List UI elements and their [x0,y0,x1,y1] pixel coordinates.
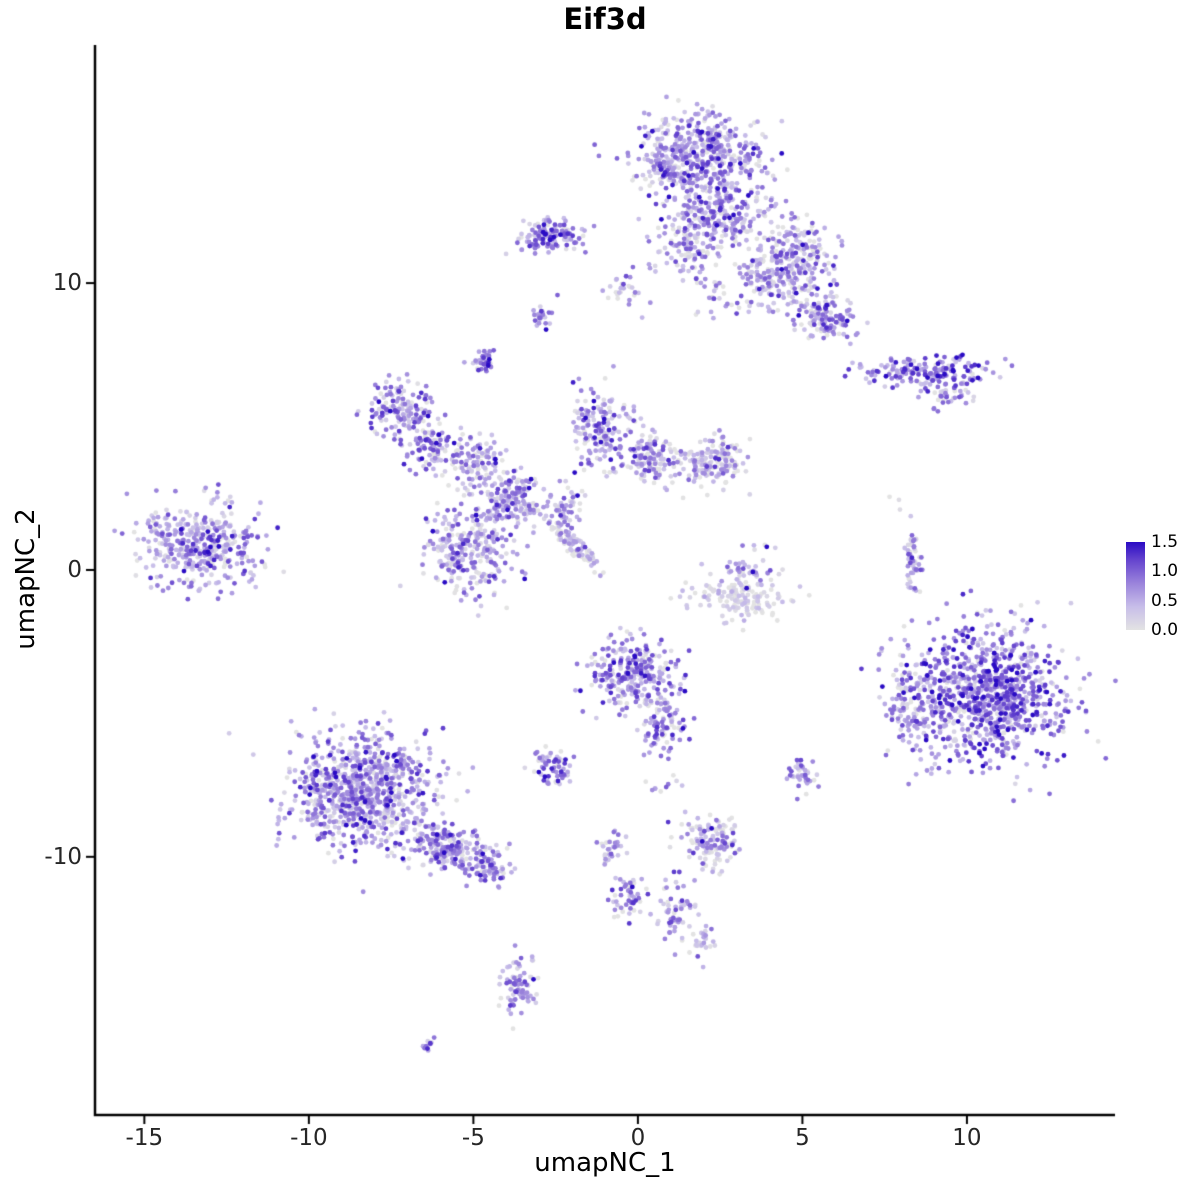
colorbar-tick-label: 1.0 [1151,561,1179,582]
y-tick-label: -10 [44,843,82,870]
y-tick-label: 0 [67,556,82,583]
colorbar-tick-label: 0.5 [1151,590,1179,611]
colorbar-legend: 1.5 1.0 0.5 0.0 [1126,533,1200,640]
x-tick-label: 5 [795,1125,810,1151]
y-tick-label: 10 [52,270,82,297]
colorbar-gradient [1126,542,1145,630]
x-axis-label: umapNC_1 [534,1148,676,1178]
x-tick-label: 0 [630,1125,646,1151]
x-tick-label: -10 [290,1125,328,1151]
colorbar-tick-label: 1.5 [1151,532,1179,552]
x-tick-label: -5 [461,1125,485,1151]
colorbar-tick-label: 0.0 [1151,620,1179,640]
x-tick-label: -15 [125,1125,164,1151]
x-tick-label: 10 [952,1125,982,1151]
